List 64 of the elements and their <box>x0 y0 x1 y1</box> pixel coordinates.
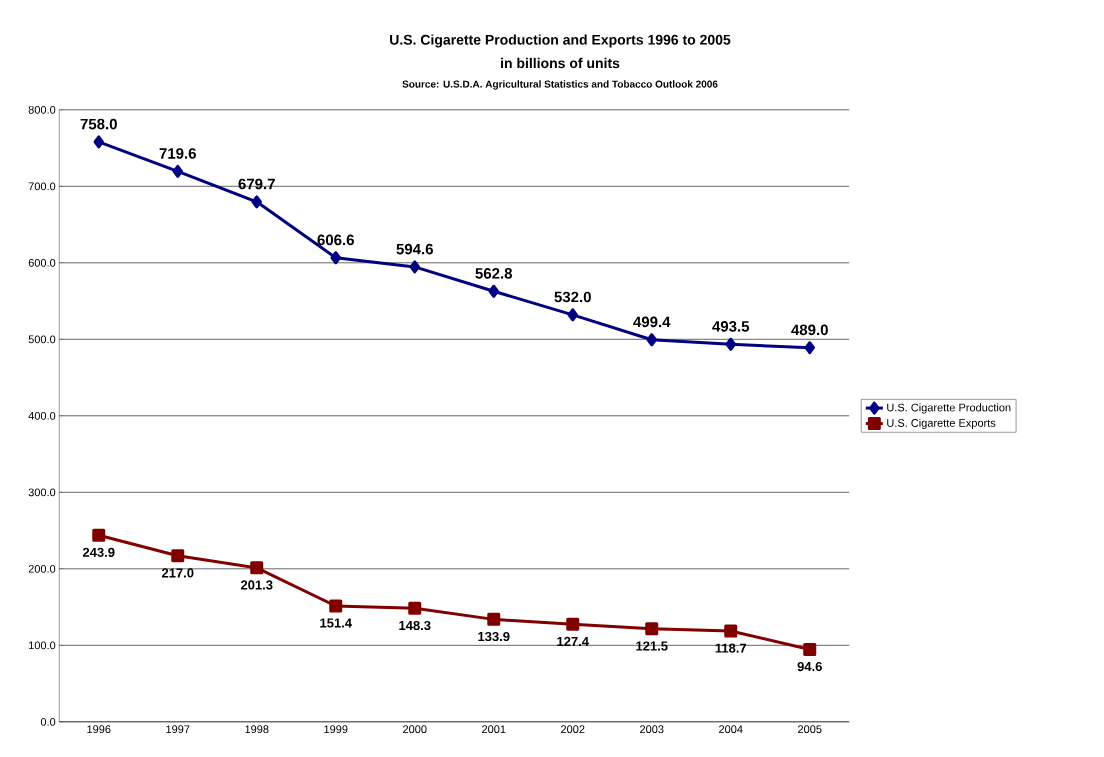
data-label: 499.4 <box>633 316 671 328</box>
point <box>330 251 341 265</box>
point <box>408 601 422 615</box>
point <box>804 341 815 355</box>
x-tick-label: 1998 <box>245 725 269 734</box>
point <box>567 308 578 322</box>
legend-label: U.S. Cigarette Production <box>887 403 1011 414</box>
data-label: 121.5 <box>636 641 668 651</box>
x-tick-label: 2000 <box>403 725 427 734</box>
point <box>92 528 106 542</box>
data-label: 118.7 <box>715 643 747 653</box>
point <box>646 333 657 347</box>
data-label: 532.0 <box>554 291 591 303</box>
data-label: 217.0 <box>161 568 194 578</box>
chart-subtitle: in billions of units <box>501 57 620 69</box>
x-tick-label: 2001 <box>482 725 506 734</box>
x-tick-label: 1996 <box>87 725 111 734</box>
x-tick-label: 2003 <box>640 725 664 734</box>
data-label: 719.6 <box>159 148 196 159</box>
x-tick-label: 2005 <box>798 725 822 734</box>
point <box>488 284 499 298</box>
y-tick-label: 600.0 <box>28 258 56 267</box>
y-tick-label: 100.0 <box>29 641 56 650</box>
point <box>172 164 183 178</box>
legend-label: U.S. Cigarette Exports <box>887 418 996 430</box>
data-label: 606.6 <box>317 234 354 246</box>
x-tick-label: 2002 <box>561 725 585 734</box>
y-tick-label: 700.0 <box>28 182 56 191</box>
point <box>409 260 420 274</box>
data-label: 243.9 <box>82 547 115 557</box>
data-label: 127.4 <box>557 636 589 646</box>
source-note: Source: U.S.D.A. Agricultural Statistics and Tobacco Outlook 2006 <box>402 80 718 90</box>
point <box>329 599 343 613</box>
data-label: 493.5 <box>712 321 750 332</box>
point <box>725 337 736 351</box>
point <box>171 549 185 563</box>
data-label: 151.4 <box>320 618 352 628</box>
y-tick-label: 300.0 <box>28 488 56 497</box>
data-label: 94.6 <box>797 661 822 672</box>
data-label: 489.0 <box>791 324 828 336</box>
point <box>487 612 501 626</box>
chart-title: U.S. Cigarette Production and Exports 1996 to 2005 <box>390 34 731 48</box>
y-tick-label: 0.0 <box>40 717 56 726</box>
point <box>566 617 580 631</box>
point <box>645 622 659 636</box>
x-tick-label: 2004 <box>719 725 743 734</box>
data-label: 148.3 <box>399 620 431 631</box>
data-label: 133.9 <box>478 631 510 642</box>
x-tick-label: 1997 <box>166 725 190 734</box>
data-label: 562.8 <box>475 268 513 279</box>
point <box>724 624 738 638</box>
data-label: 594.6 <box>396 243 433 255</box>
data-label: 201.3 <box>240 580 273 590</box>
y-tick-label: 400.0 <box>28 411 56 420</box>
point <box>93 135 105 149</box>
y-tick-label: 500.0 <box>28 335 56 344</box>
x-tick-label: 1999 <box>324 725 348 734</box>
y-tick-label: 200.0 <box>28 564 56 573</box>
point <box>251 195 262 209</box>
data-label: 758.0 <box>80 118 117 130</box>
y-tick-label: 800.0 <box>28 105 56 114</box>
point <box>250 561 264 575</box>
data-label: 679.7 <box>238 178 275 190</box>
point <box>803 642 817 656</box>
